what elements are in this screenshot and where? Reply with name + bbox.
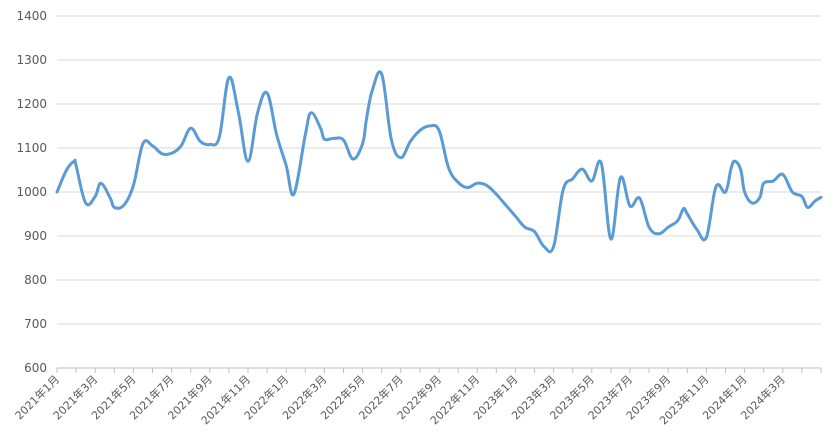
x-axis-ticks: 2021年1月2021年3月2021年5月2021年7月2021年9月2021年… [12,368,822,427]
y-tick-label: 1200 [16,97,47,111]
series-line [55,70,823,254]
y-tick-label: 1000 [16,185,47,199]
y-tick-label: 800 [24,273,47,287]
series-layer [55,70,823,254]
gridlines [57,15,821,369]
y-axis-ticks: 600 700 800 900 1000 1100 1200 1300 1400 [16,9,47,375]
y-tick-label: 900 [24,229,47,243]
y-tick-label: 1300 [16,53,47,67]
y-tick-label: 1400 [16,9,47,23]
y-tick-label: 600 [24,361,47,375]
y-tick-label: 1100 [16,141,47,155]
y-tick-label: 700 [24,317,47,331]
